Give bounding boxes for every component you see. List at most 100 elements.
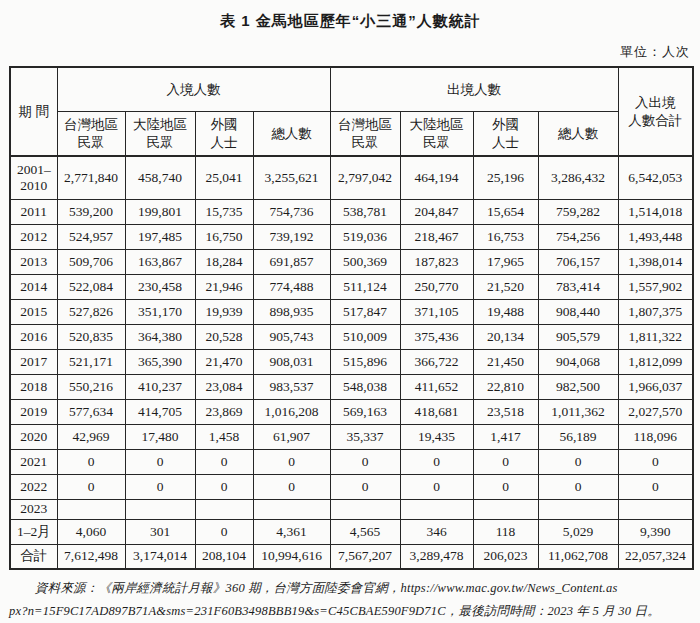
value-cell [57, 499, 125, 519]
value-cell: 414,705 [125, 399, 195, 424]
period-cell: 1–2月 [10, 519, 57, 544]
value-cell [473, 499, 538, 519]
period-cell: 2016 [10, 324, 57, 349]
value-cell: 118,096 [618, 424, 693, 449]
header-inbound-taiwan: 台灣地區 民眾 [57, 112, 125, 157]
value-cell: 1,807,375 [618, 299, 693, 324]
value-cell: 25,196 [473, 156, 538, 199]
value-cell: 1,812,099 [618, 349, 693, 374]
value-cell: 510,009 [330, 324, 400, 349]
value-cell: 9,390 [618, 519, 693, 544]
header-group-row: 期 間 入境人數 出境人數 入出境 人數合計 [10, 67, 693, 112]
table-row: 1–2月4,06030104,3614,5653461185,0299,390 [10, 519, 693, 544]
value-cell: 16,753 [473, 224, 538, 249]
table-row: 2023 [10, 499, 693, 519]
value-cell: 524,957 [57, 224, 125, 249]
document-page: 表 1 金馬地區歷年“小三通”人數統計 單位：人次 期 間 入境人數 出境人數 … [0, 0, 700, 623]
value-cell: 410,237 [125, 374, 195, 399]
value-cell: 1,016,208 [253, 399, 330, 424]
table-row: 2022000000000 [10, 474, 693, 499]
value-cell: 0 [253, 449, 330, 474]
value-cell: 904,068 [538, 349, 618, 374]
value-cell: 3,289,478 [400, 544, 473, 569]
value-cell: 23,084 [195, 374, 253, 399]
period-cell: 2015 [10, 299, 57, 324]
value-cell: 898,935 [253, 299, 330, 324]
header-inbound-foreign: 外國 人士 [195, 112, 253, 157]
value-cell: 199,801 [125, 199, 195, 224]
header-inbound-group: 入境人數 [57, 67, 330, 112]
value-cell: 0 [618, 449, 693, 474]
period-cell: 2018 [10, 374, 57, 399]
value-cell: 0 [125, 474, 195, 499]
value-cell: 118 [473, 519, 538, 544]
table-row: 2001– 20102,771,840458,74025,0413,255,62… [10, 156, 693, 199]
value-cell: 351,170 [125, 299, 195, 324]
value-cell: 11,062,708 [538, 544, 618, 569]
value-cell: 754,256 [538, 224, 618, 249]
value-cell: 3,286,432 [538, 156, 618, 199]
value-cell: 774,488 [253, 274, 330, 299]
value-cell [253, 499, 330, 519]
table-row: 2016520,835364,38020,528905,743510,00937… [10, 324, 693, 349]
period-cell: 2022 [10, 474, 57, 499]
value-cell: 250,770 [400, 274, 473, 299]
value-cell: 19,488 [473, 299, 538, 324]
value-cell: 61,907 [253, 424, 330, 449]
value-cell: 22,810 [473, 374, 538, 399]
table-body: 2001– 20102,771,840458,74025,0413,255,62… [10, 156, 693, 569]
value-cell: 569,163 [330, 399, 400, 424]
value-cell: 519,036 [330, 224, 400, 249]
value-cell: 1,458 [195, 424, 253, 449]
value-cell: 187,823 [400, 249, 473, 274]
value-cell: 500,369 [330, 249, 400, 274]
page-title: 表 1 金馬地區歷年“小三通”人數統計 [9, 12, 692, 31]
value-cell: 539,200 [57, 199, 125, 224]
value-cell: 0 [125, 449, 195, 474]
value-cell: 17,965 [473, 249, 538, 274]
value-cell: 754,736 [253, 199, 330, 224]
value-cell: 527,826 [57, 299, 125, 324]
value-cell [538, 499, 618, 519]
value-cell: 22,057,324 [618, 544, 693, 569]
value-cell: 21,946 [195, 274, 253, 299]
value-cell: 0 [400, 474, 473, 499]
period-cell: 2017 [10, 349, 57, 374]
value-cell: 1,011,362 [538, 399, 618, 424]
value-cell: 908,031 [253, 349, 330, 374]
value-cell: 197,485 [125, 224, 195, 249]
header-total-combined: 入出境 人數合計 [618, 67, 693, 156]
value-cell: 517,847 [330, 299, 400, 324]
value-cell: 0 [618, 474, 693, 499]
value-cell: 550,216 [57, 374, 125, 399]
value-cell: 17,480 [125, 424, 195, 449]
table-row: 2021000000000 [10, 449, 693, 474]
value-cell: 16,750 [195, 224, 253, 249]
period-cell: 合計 [10, 544, 57, 569]
value-cell: 411,652 [400, 374, 473, 399]
value-cell: 739,192 [253, 224, 330, 249]
header-outbound-foreign: 外國 人士 [473, 112, 538, 157]
period-cell: 2013 [10, 249, 57, 274]
header-outbound-total: 總人數 [538, 112, 618, 157]
value-cell: 982,500 [538, 374, 618, 399]
value-cell: 538,781 [330, 199, 400, 224]
value-cell: 0 [538, 449, 618, 474]
value-cell: 1,966,037 [618, 374, 693, 399]
value-cell: 20,528 [195, 324, 253, 349]
value-cell [618, 499, 693, 519]
value-cell: 2,771,840 [57, 156, 125, 199]
value-cell: 7,612,498 [57, 544, 125, 569]
value-cell: 5,029 [538, 519, 618, 544]
table-row: 合計7,612,4983,174,014208,10410,994,6167,5… [10, 544, 693, 569]
value-cell [330, 499, 400, 519]
value-cell [195, 499, 253, 519]
value-cell: 905,579 [538, 324, 618, 349]
value-cell: 0 [195, 474, 253, 499]
value-cell: 0 [195, 449, 253, 474]
footer-line-2: px?n=15F9C17AD897B71A&sms=231F60B3498BBB… [9, 600, 692, 623]
header-outbound-mainland: 大陸地區 民眾 [400, 112, 473, 157]
source-note: 資料來源：《兩岸經濟統計月報》360 期，台灣方面陸委會官網，https://w… [9, 577, 692, 623]
value-cell: 0 [195, 519, 253, 544]
value-cell: 21,450 [473, 349, 538, 374]
